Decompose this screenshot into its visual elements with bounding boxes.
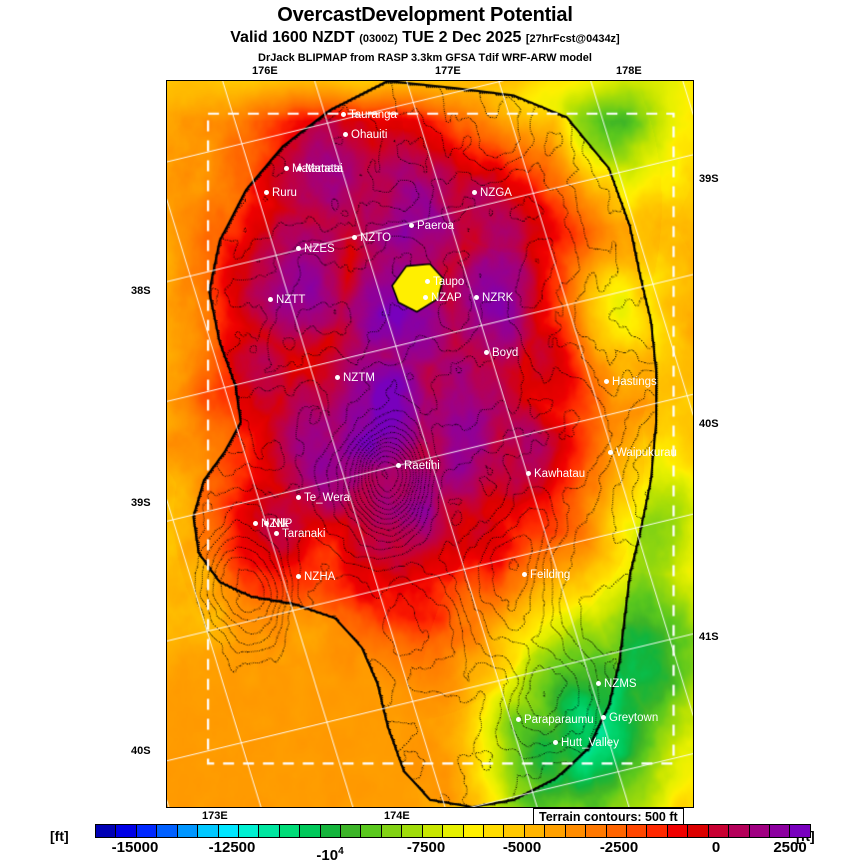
colorbar-tick: 0 <box>711 839 721 856</box>
colorbar-swatch <box>320 825 342 837</box>
colorbar-swatch <box>565 825 587 837</box>
colorbar-unit-left: [ft] <box>50 828 69 844</box>
axis-label-latitude-right: 41S <box>699 631 719 643</box>
colorbar-swatch <box>402 825 423 837</box>
colorbar-swatch <box>218 825 239 837</box>
colorbar-tick: -104 <box>316 846 344 864</box>
axis-label-longitude-bottom: 174E <box>384 810 410 822</box>
valid-time-line: Valid 1600 NZDT (0300Z) TUE 2 Dec 2025 [… <box>0 29 850 48</box>
valid-date: TUE 2 Dec 2025 <box>402 29 522 46</box>
valid-time-utc: (0300Z) <box>359 33 398 45</box>
colorbar-tick-labels: -15000 -12500 -104 -7500 -5000 -2500 0 2500 <box>0 839 850 864</box>
map-raster-canvas <box>167 81 693 807</box>
colorbar-swatch <box>116 825 137 837</box>
colorbar-swatch <box>238 825 260 837</box>
colorbar-swatch <box>422 825 444 837</box>
colorbar-swatch <box>381 825 403 837</box>
colorbar-swatch <box>361 825 382 837</box>
colorbar-swatch <box>626 825 648 837</box>
colorbar-swatch <box>545 825 566 837</box>
colorbar-swatch <box>647 825 668 837</box>
colorbar-swatch <box>443 825 464 837</box>
colorbar-swatches <box>95 824 811 838</box>
axis-label-latitude-right: 39S <box>699 173 719 185</box>
colorbar-swatch <box>749 825 770 837</box>
colorbar-swatch <box>136 825 158 837</box>
colorbar-swatch <box>729 825 750 837</box>
colorbar-swatch <box>177 825 199 837</box>
colorbar-swatch <box>586 825 607 837</box>
axis-label-longitude-top: 176E <box>252 65 278 77</box>
colorbar-swatch <box>790 825 810 837</box>
colorbar-swatch <box>259 825 280 837</box>
axis-label-latitude-left: 39S <box>131 497 151 509</box>
terrain-contour-legend: Terrain contours: 500 ft <box>533 808 684 828</box>
colorbar-swatch <box>484 825 505 837</box>
axis-label-longitude-top: 177E <box>435 65 461 77</box>
forecast-hour-tag: [27hrFcst@0434z] <box>525 33 620 45</box>
weather-map[interactable]: Tauranga Ohauiti Matamata Matatai Ruru NZGA Pa… <box>166 80 694 808</box>
colorbar: [ft] [ft] -15000-12500-104-7500-5000-250… <box>0 822 850 864</box>
axis-label-latitude-right: 40S <box>699 418 719 430</box>
colorbar-swatch <box>96 825 117 837</box>
axis-label-latitude-left: 38S <box>131 285 151 297</box>
colorbar-swatch <box>463 825 485 837</box>
axis-label-longitude-top: 178E <box>616 65 642 77</box>
colorbar-swatch <box>279 825 301 837</box>
colorbar-swatch <box>157 825 178 837</box>
axis-label-latitude-left: 40S <box>131 745 151 757</box>
colorbar-tick: -5000 <box>502 839 542 856</box>
colorbar-swatch <box>606 825 627 837</box>
colorbar-swatch <box>708 825 730 837</box>
colorbar-tick: 2500 <box>773 839 807 856</box>
page-title: OvercastDevelopment Potential <box>277 4 573 26</box>
model-source-line: DrJack BLIPMAP from RASP 3.3km GFSA Tdif… <box>258 52 592 64</box>
colorbar-swatch <box>341 825 362 837</box>
axis-label-longitude-bottom: 173E <box>202 810 228 822</box>
colorbar-swatch <box>769 825 791 837</box>
colorbar-tick: -12500 <box>208 839 256 856</box>
colorbar-tick: -15000 <box>111 839 159 856</box>
colorbar-tick: -7500 <box>406 839 446 856</box>
colorbar-swatch <box>300 825 321 837</box>
valid-time-local: Valid 1600 NZDT <box>230 29 355 46</box>
title-block: OvercastDevelopment Potential Valid 1600… <box>0 0 850 65</box>
colorbar-swatch <box>667 825 689 837</box>
colorbar-swatch <box>688 825 709 837</box>
colorbar-swatch <box>198 825 219 837</box>
colorbar-swatch <box>504 825 525 837</box>
colorbar-swatch <box>524 825 546 837</box>
colorbar-tick: -2500 <box>599 839 639 856</box>
